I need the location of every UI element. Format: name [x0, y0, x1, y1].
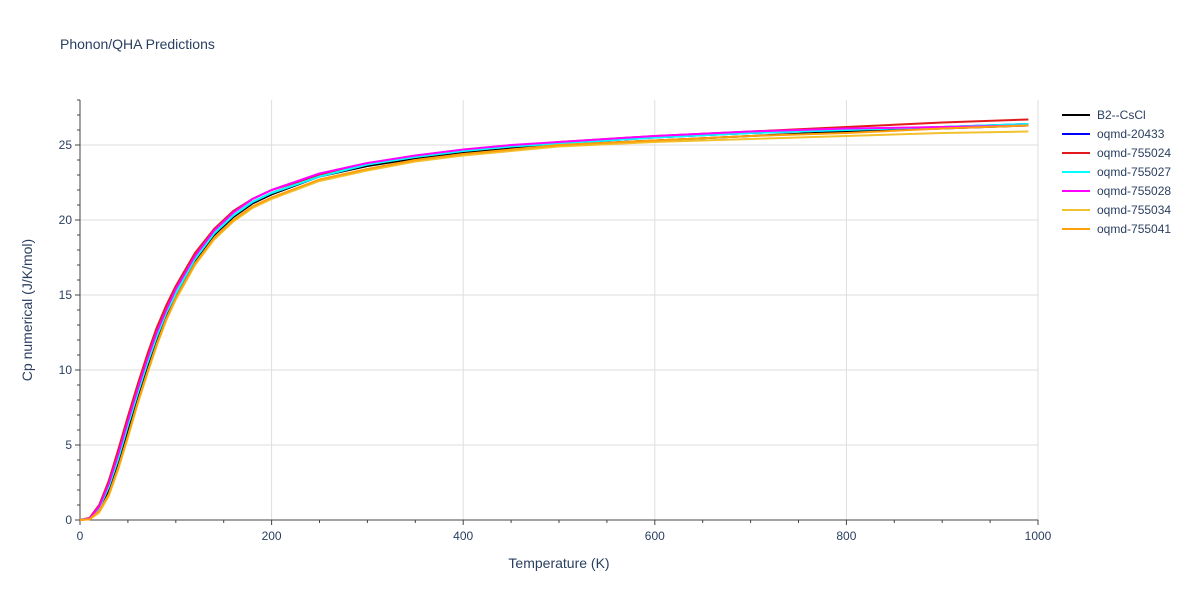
legend-item[interactable]: oqmd-755028	[1062, 184, 1171, 198]
chart-title: Phonon/QHA Predictions	[60, 36, 215, 52]
series-line-oqmd-755041	[79, 124, 1029, 521]
y-tick-label: 0	[65, 513, 72, 527]
legend-item[interactable]: oqmd-755027	[1062, 165, 1171, 179]
legend-label: oqmd-755024	[1097, 146, 1171, 160]
series-line-oqmd-755027	[79, 123, 1029, 521]
y-tick-label: 25	[59, 138, 73, 152]
x-tick-label: 1000	[1025, 529, 1052, 543]
x-tick-label: 200	[262, 529, 282, 543]
legend-label: oqmd-755027	[1097, 165, 1171, 179]
y-tick-label: 15	[59, 288, 73, 302]
legend-label: oqmd-755034	[1097, 203, 1171, 217]
x-tick-label: 600	[645, 529, 665, 543]
series-line-oqmd-755034	[79, 130, 1029, 521]
y-tick-label: 10	[59, 363, 73, 377]
x-axis-title: Temperature (K)	[508, 555, 609, 571]
series-line-oqmd-20433	[79, 123, 1029, 521]
y-axis-title: Cp numerical (J/K/mol)	[19, 239, 35, 381]
legend-item[interactable]: oqmd-20433	[1062, 127, 1165, 141]
tick-labels: 0 200 400 600 800 1000 0 5 10 15 20 25	[59, 138, 1052, 543]
y-tick-label: 5	[65, 438, 72, 452]
series-line-oqmd-755024	[79, 118, 1029, 521]
series-line-B2--CsCl	[79, 124, 1029, 521]
x-tick-label: 800	[836, 529, 856, 543]
series-lines	[79, 118, 1029, 521]
x-tick-label: 0	[77, 529, 84, 543]
series-line-oqmd-755028	[79, 124, 1029, 521]
legend-label: B2--CsCl	[1097, 108, 1146, 122]
x-tick-label: 400	[453, 529, 473, 543]
legend-label: oqmd-20433	[1097, 127, 1165, 141]
axes	[75, 99, 1039, 525]
legend-item[interactable]: B2--CsCl	[1062, 108, 1146, 122]
legend-item[interactable]: oqmd-755041	[1062, 222, 1171, 236]
grid-lines	[80, 100, 1039, 520]
legend[interactable]: B2--CsCl oqmd-20433 oqmd-755024 oqmd-755027…	[1062, 108, 1171, 236]
legend-item[interactable]: oqmd-755024	[1062, 146, 1171, 160]
legend-label: oqmd-755041	[1097, 222, 1171, 236]
y-tick-label: 20	[59, 213, 73, 227]
legend-label: oqmd-755028	[1097, 184, 1171, 198]
legend-item[interactable]: oqmd-755034	[1062, 203, 1171, 217]
